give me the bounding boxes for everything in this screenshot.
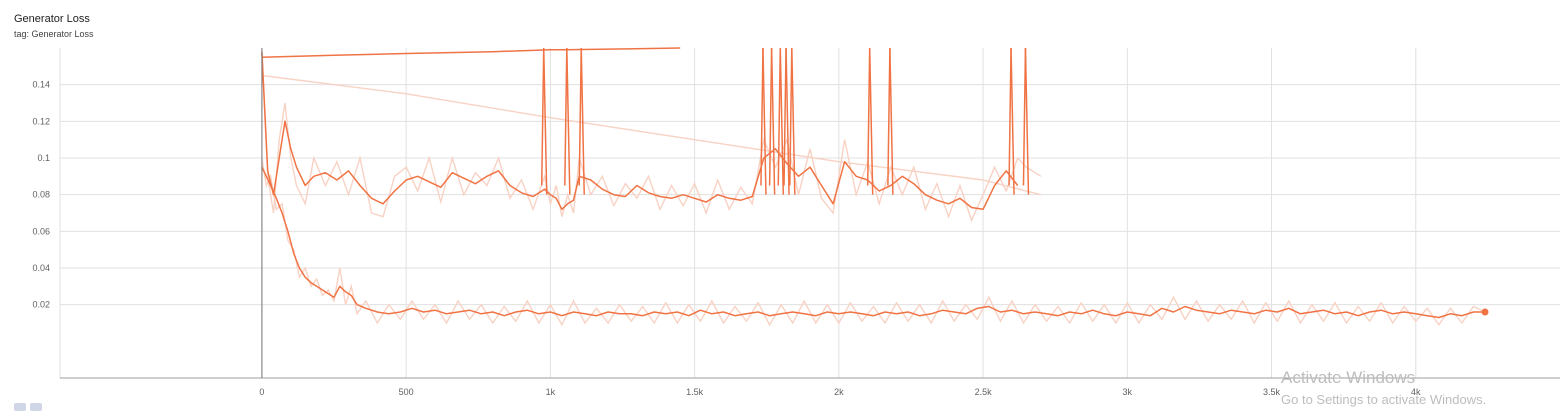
spike-run-1 xyxy=(887,47,891,186)
watermark-line-1: Activate Windows xyxy=(1281,368,1416,387)
last-point-marker xyxy=(1481,308,1489,316)
spike-run-1 xyxy=(566,47,571,195)
bottom-controls xyxy=(14,398,46,416)
spike-run-1 xyxy=(540,47,545,186)
x-tick-label: 500 xyxy=(399,387,414,397)
x-tick-label: 3k xyxy=(1123,387,1133,397)
spike-run-1 xyxy=(789,47,793,186)
smoothed-line-run-2 xyxy=(261,166,1485,319)
tick-labels: 0.02 0.04 0.06 0.08 0.1 0.12 0.14 0 500 1k 1.5k 2k 2… xyxy=(32,80,1421,397)
spike-run-1 xyxy=(762,47,767,195)
y-tick-label: 0.12 xyxy=(32,116,50,126)
raw-wrap-line-run-1 xyxy=(261,74,1041,196)
y-tick-label: 0.14 xyxy=(32,80,50,90)
spike-run-1 xyxy=(1024,47,1030,195)
spike-run-1 xyxy=(777,47,782,186)
spike-run-1 xyxy=(580,47,585,195)
loss-chart[interactable]: 0.02 0.04 0.06 0.08 0.1 0.12 0.14 0 500 1k 1.5k 2k 2… xyxy=(0,0,1565,405)
spike-run-1 xyxy=(1010,47,1015,195)
x-tick-label: 4k xyxy=(1411,387,1421,397)
spike-run-1 xyxy=(791,47,796,195)
x-tick-label: 1k xyxy=(546,387,556,397)
y-tick-label: 0.08 xyxy=(32,190,50,200)
y-tick-label: 0.02 xyxy=(32,300,50,310)
x-tick-label: 2k xyxy=(834,387,844,397)
grid xyxy=(60,48,1560,378)
spike-run-1 xyxy=(1008,47,1012,186)
watermark-line-2: Go to Settings to activate Windows. xyxy=(1281,392,1487,407)
spike-run-1 xyxy=(866,47,871,186)
control-icon[interactable] xyxy=(14,403,26,411)
spike-run-1 xyxy=(564,47,568,186)
x-tick-label: 0 xyxy=(259,387,264,397)
raw-series xyxy=(261,51,1486,327)
y-tick-label: 0.06 xyxy=(32,226,50,236)
x-tick-label: 2.5k xyxy=(975,387,993,397)
spike-run-1 xyxy=(779,47,785,195)
spike-run-1 xyxy=(760,47,764,186)
spike-run-1 xyxy=(783,47,787,186)
spike-run-1 xyxy=(578,47,582,186)
spike-run-1 xyxy=(1022,47,1027,186)
spike-run-1 xyxy=(770,47,776,195)
y-tick-label: 0.04 xyxy=(32,263,50,273)
raw-line-run-1 xyxy=(261,51,1042,223)
chart-title: Generator Loss xyxy=(14,13,90,25)
spike-run-1 xyxy=(768,47,773,186)
spike-run-1 xyxy=(889,47,894,195)
control-icon[interactable] xyxy=(30,403,42,411)
smoothed-series xyxy=(261,47,1489,319)
spike-run-1 xyxy=(868,47,874,195)
y-tick-label: 0.1 xyxy=(37,153,50,163)
smoothed-line-run-1 xyxy=(261,51,1019,211)
spike-run-1 xyxy=(785,47,790,195)
spike-run-1 xyxy=(542,47,548,195)
chart-tag: tag: Generator Loss xyxy=(14,29,94,39)
axes xyxy=(59,48,1560,379)
smoothed-wrap-line-run-1 xyxy=(261,47,681,58)
x-tick-label: 3.5k xyxy=(1263,387,1281,397)
x-tick-label: 1.5k xyxy=(686,387,704,397)
